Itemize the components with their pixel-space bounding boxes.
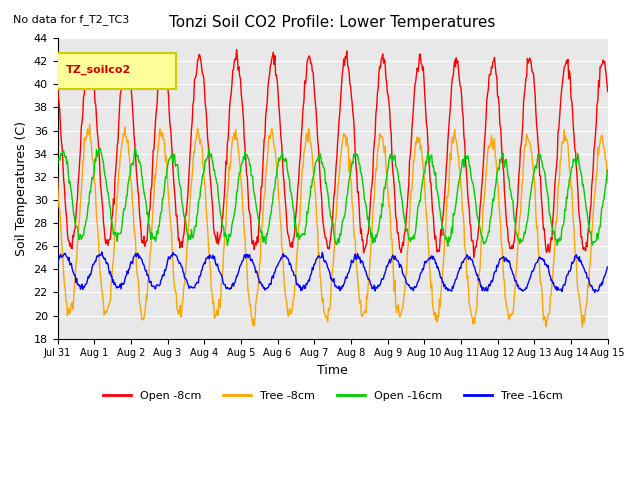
X-axis label: Time: Time bbox=[317, 364, 348, 377]
Text: TZ_soilco2: TZ_soilco2 bbox=[66, 64, 131, 75]
Y-axis label: Soil Temperatures (C): Soil Temperatures (C) bbox=[15, 121, 28, 256]
Text: No data for f_T2_TC3: No data for f_T2_TC3 bbox=[13, 14, 129, 25]
FancyBboxPatch shape bbox=[55, 53, 176, 89]
Legend: Open -8cm, Tree -8cm, Open -16cm, Tree -16cm: Open -8cm, Tree -8cm, Open -16cm, Tree -… bbox=[99, 386, 567, 405]
Title: Tonzi Soil CO2 Profile: Lower Temperatures: Tonzi Soil CO2 Profile: Lower Temperatur… bbox=[170, 15, 496, 30]
